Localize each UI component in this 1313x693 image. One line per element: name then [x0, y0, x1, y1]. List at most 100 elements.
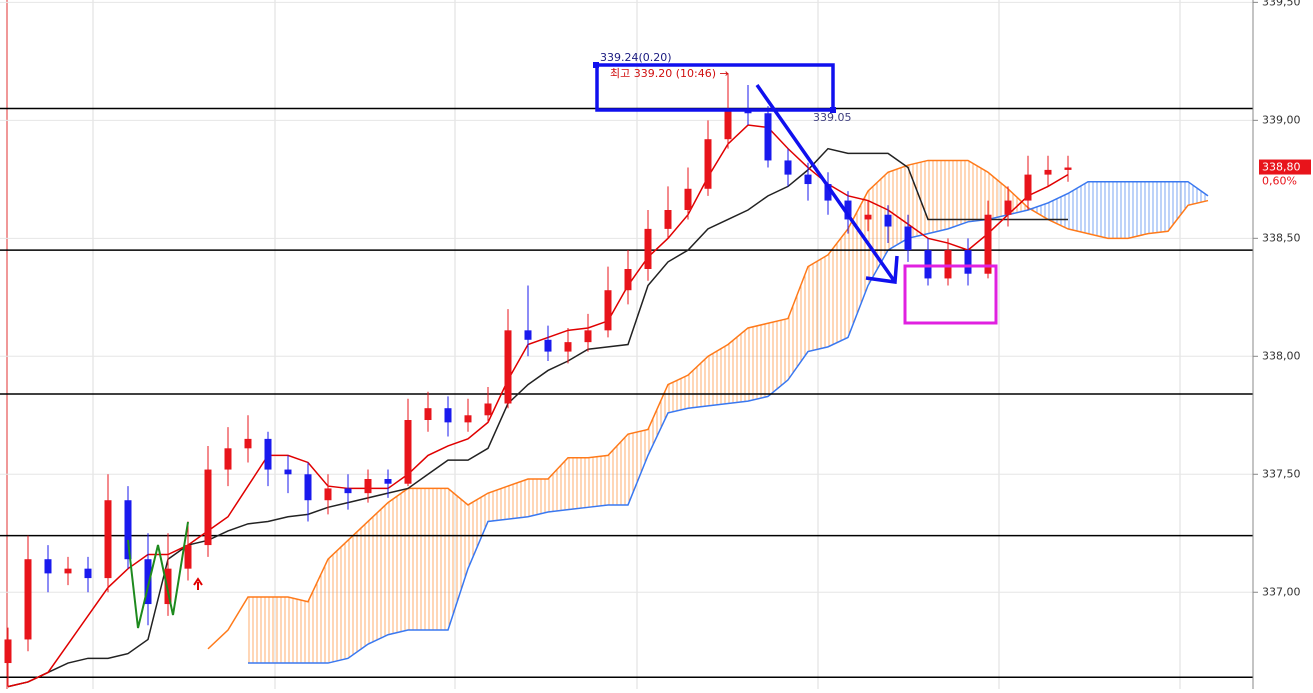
- candle-body: [164, 568, 172, 605]
- cloud-segment: [948, 160, 968, 229]
- change-label: 0,60%: [1262, 175, 1297, 188]
- box-handle: [593, 62, 599, 68]
- cloud-segment: [928, 160, 948, 234]
- cloud-segment: [468, 493, 488, 569]
- candle-body: [84, 568, 92, 579]
- candle-body: [624, 268, 632, 291]
- cloud-segment: [648, 384, 668, 456]
- candle-body: [404, 420, 412, 484]
- grid-layer: [0, 1, 1253, 593]
- cloud-segment: [728, 327, 748, 404]
- box-handle: [830, 107, 836, 113]
- vertical-grid: [92, 0, 1181, 689]
- cloud-segment: [628, 429, 648, 505]
- cloud-segment: [848, 191, 868, 338]
- trend-arrow: [755, 83, 899, 284]
- zigzag-drawing: [127, 521, 189, 629]
- cloud-segment: [1028, 202, 1048, 220]
- candle-body: [244, 438, 252, 449]
- candle-body: [24, 559, 32, 640]
- candle-body: [304, 474, 312, 501]
- candle-body: [944, 250, 952, 279]
- candle-body: [904, 226, 912, 251]
- cloud-segment: [368, 502, 388, 645]
- annotation: 339.24(0.20): [600, 51, 672, 64]
- annotations: 339.24(0.20) 최고 339.20 (10:46) → 339.05: [600, 51, 852, 124]
- y-tick-label: 337,00: [1262, 585, 1301, 598]
- candle-body: [784, 160, 792, 175]
- cloud-segment: [608, 434, 628, 505]
- candle-body: [4, 639, 12, 664]
- cloud-segment: [768, 318, 788, 397]
- cloud-segment: [708, 344, 728, 406]
- y-tick-label: 339,00: [1262, 113, 1301, 126]
- annotation: 339.05: [813, 111, 852, 124]
- candle-body: [864, 214, 872, 220]
- candle-body: [984, 214, 992, 274]
- price-label: 338,80: [1262, 161, 1301, 174]
- candle-body: [724, 108, 732, 140]
- cloud-layer: [207, 159, 1209, 664]
- candle-body: [844, 200, 852, 220]
- candle-body: [124, 500, 132, 560]
- cloud-segment: [448, 488, 468, 631]
- cloud-segment: [1148, 181, 1168, 234]
- drawings: [127, 62, 998, 629]
- candle-body: [44, 559, 52, 574]
- candle-body: [764, 113, 772, 161]
- candle-body: [144, 559, 152, 605]
- candle-body: [484, 403, 492, 416]
- candle-body: [924, 250, 932, 279]
- candle-body: [664, 210, 672, 229]
- cloud-segment: [488, 486, 508, 522]
- candle-body: [644, 228, 652, 269]
- candle-body: [504, 330, 512, 404]
- cloud-segment: [968, 160, 988, 222]
- y-tick-label: 338,50: [1262, 231, 1301, 244]
- cloud-segment: [1088, 181, 1108, 239]
- candle-body: [1044, 169, 1052, 175]
- highlight-box: [903, 264, 998, 325]
- candle-body: [604, 290, 612, 331]
- candle-body: [204, 469, 212, 546]
- cloud-segment: [408, 488, 428, 631]
- cloud-segment: [428, 488, 448, 631]
- candle-body: [444, 408, 452, 423]
- candle-body: [544, 339, 552, 352]
- candle-body: [964, 250, 972, 274]
- candle-body: [824, 184, 832, 201]
- cloud-segment: [1108, 181, 1128, 239]
- cloud-segment: [508, 478, 528, 520]
- cloud-segment: [788, 266, 808, 380]
- candle-body: [1024, 174, 1032, 201]
- candle-body: [1064, 167, 1072, 170]
- candle-body: [704, 139, 712, 189]
- cloud-segment: [268, 596, 288, 664]
- senkou-b-line: [248, 180, 1209, 664]
- candle-body: [804, 174, 812, 185]
- cloud-segment: [868, 172, 888, 286]
- cloud-segment: [808, 254, 828, 352]
- cloud-segment: [1168, 181, 1188, 232]
- axis-layer: 337,00 337,50 338,00 338,50 339,00 339,50 338,…: [1253, 0, 1311, 598]
- candle-body: [344, 488, 352, 494]
- candle-body: [584, 330, 592, 343]
- cloud-segment: [828, 228, 848, 347]
- candle-body: [324, 488, 332, 501]
- cloud-segment: [548, 457, 568, 513]
- candle-body: [384, 478, 392, 484]
- cloud-segment: [308, 559, 328, 664]
- cloud-segment: [888, 165, 908, 251]
- cloud-segment: [388, 488, 408, 635]
- candle-body: [284, 469, 292, 475]
- cloud-segment: [588, 455, 608, 508]
- candle-body: [364, 478, 372, 494]
- candle-layer: [4, 73, 1072, 687]
- candle-body: [224, 448, 232, 470]
- price-marker: [1259, 159, 1311, 175]
- cloud-segment: [1008, 188, 1028, 215]
- candle-body: [684, 188, 692, 211]
- cloud-segment: [568, 457, 588, 510]
- candle-body: [64, 568, 72, 574]
